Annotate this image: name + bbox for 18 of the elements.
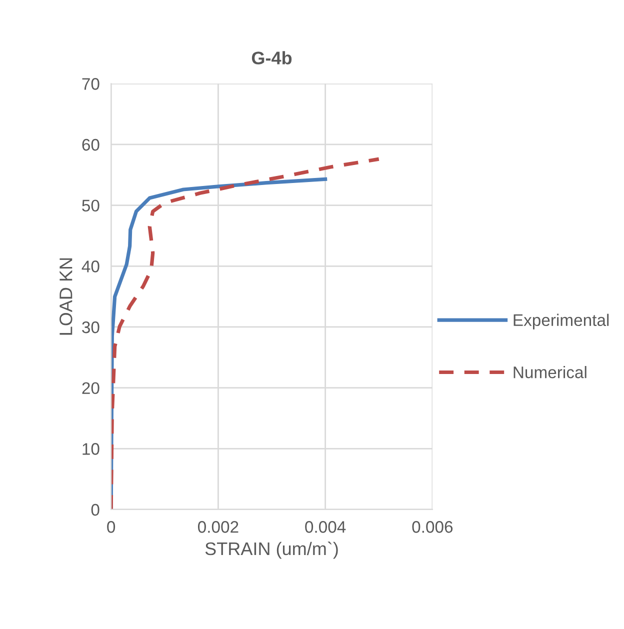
x-tick-label: 0.006 [412,521,453,533]
y-tick-label: 10 [82,443,100,455]
x-tick-label: 0.004 [305,521,346,533]
y-tick-label: 50 [82,200,100,212]
y-tick-label: 40 [82,260,100,272]
y-axis-title: LOAD KN [60,258,72,335]
line-series [111,157,381,510]
legend-label: Numerical [514,366,586,378]
chart-title: G-4b [252,51,292,64]
legend-label: Experimental [514,314,609,330]
x-tick-label: 0.002 [198,521,238,533]
y-tick-label: 70 [82,78,100,90]
x-axis-title: STRAIN (um/m`) [205,542,338,559]
y-tick-label: 20 [82,382,100,394]
y-tick-label: 0 [91,504,100,516]
x-tick-label: 0 [107,521,116,533]
y-tick-label: 30 [82,321,100,334]
y-tick-label: 60 [82,138,100,151]
